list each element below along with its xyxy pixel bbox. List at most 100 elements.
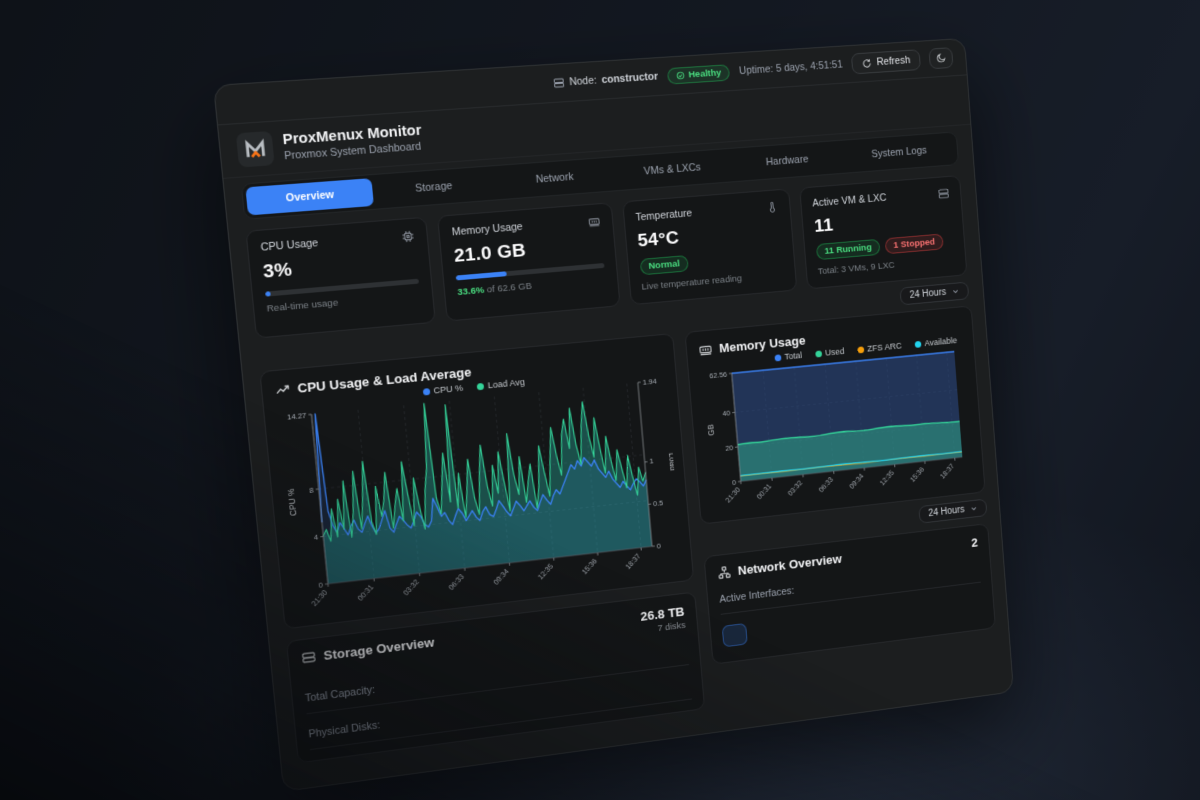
refresh-label: Refresh [876,54,911,69]
active-vm-lxc-card: Active VM & LXC 11 11 Running 1 Stopped … [798,175,968,290]
check-circle-icon [676,70,685,79]
proxmenux-dashboard-window: Node: constructor Healthy Uptime: 5 days… [213,37,1014,792]
tab-system-logs[interactable]: System Logs [871,144,928,161]
server-stack-icon [937,187,950,200]
node-value: constructor [601,70,659,87]
storage-title: Storage Overview [322,634,435,663]
time-range-select-bottom[interactable]: 24 Hours [918,498,988,524]
memory-card-title: Memory Usage [451,220,524,239]
network-interface-chip [721,622,748,648]
memory-usage-card: Memory Usage 21.0 GB 33.6% of 62.6 GB [437,202,621,322]
health-label: Healthy [688,67,722,80]
header-titles: ProxMenux Monitor Proxmox System Dashboa… [282,123,423,162]
cpu-usage-card: CPU Usage 3% Real-time usage [245,216,437,339]
svg-text:06:33: 06:33 [447,572,466,592]
tab-vms-lxcs[interactable]: VMs & LXCs [643,161,702,178]
cpu-icon [401,230,415,244]
tab-storage[interactable]: Storage [414,180,453,195]
tab-network[interactable]: Network [535,171,575,186]
hard-drive-icon [300,649,317,665]
svg-text:09:34: 09:34 [848,472,866,491]
svg-text:40: 40 [722,409,731,418]
svg-text:14.27: 14.27 [287,411,307,421]
svg-text:4: 4 [314,533,320,542]
network-overview-card: Network Overview 2 Active Interfaces: [703,523,996,665]
svg-text:Load: Load [667,452,678,471]
cpu-load-chart-card: CPU Usage & Load Average CPU % Load Avg 0… [259,333,695,630]
uptime-text: Uptime: 5 days, 4:51:51 [738,58,844,78]
network-title: Network Overview [737,551,843,578]
temperature-card-title: Temperature [635,207,693,224]
proxmenux-logo [235,130,275,168]
memory-progress-fill [455,271,507,281]
time-range-select-top[interactable]: 24 Hours [899,281,970,306]
memory-caption-rest: of 62.6 GB [483,280,533,296]
svg-text:15:36: 15:36 [580,557,599,576]
legend-dot [814,350,822,358]
tab-hardware[interactable]: Hardware [765,153,809,169]
memory-icon [698,342,713,358]
cpu-value: 3% [262,259,294,283]
network-interfaces-count: 2 [970,535,979,550]
dashboard-content: Overview Storage Network VMs & LXCs Hard… [224,130,1011,765]
svg-text:18:37: 18:37 [939,462,956,480]
svg-text:CPU %: CPU % [286,488,298,516]
svg-text:21:30: 21:30 [310,588,330,608]
legend-dot [914,340,922,348]
svg-text:0.5: 0.5 [653,499,664,508]
storage-summary: 26.8 TB 7 disks [640,604,686,636]
memory-value: 21.0 GB [453,240,527,267]
thermometer-icon [765,201,778,214]
svg-text:12:35: 12:35 [536,562,555,581]
chevron-down-icon [970,504,979,513]
memory-caption-percent: 33.6% [456,284,485,298]
svg-text:21:30: 21:30 [724,485,742,504]
svg-text:20: 20 [725,444,734,453]
refresh-icon [862,57,873,68]
theme-toggle-button[interactable] [928,47,954,70]
time-range-bottom-label: 24 Hours [927,504,965,519]
svg-text:15:36: 15:36 [909,465,927,484]
svg-text:06:33: 06:33 [817,475,835,494]
svg-text:1: 1 [649,457,654,466]
vm-count-value: 11 [813,215,834,237]
chevron-down-icon [951,287,960,296]
legend-dot [857,346,864,354]
cpu-progress-fill [265,291,271,297]
temperature-status-badge: Normal [639,254,690,276]
health-badge: Healthy [666,63,731,85]
overview-columns: CPU Usage & Load Average CPU % Load Avg 0… [259,305,997,764]
legend-dot [774,354,782,362]
vms-running-badge: 11 Running [815,238,881,261]
svg-text:00:31: 00:31 [755,482,773,500]
node-label: Node: [568,74,598,89]
svg-text:0: 0 [732,478,737,487]
tab-overview[interactable]: Overview [245,178,374,216]
refresh-button[interactable]: Refresh [851,49,921,75]
svg-text:GB: GB [706,424,716,437]
svg-text:09:34: 09:34 [492,567,511,586]
cpu-load-chart: 0 4 8 14.27 0 0.5 1 1.94 21:30 00:31 03:32 06:33 09:… [286,377,678,608]
svg-text:03:32: 03:32 [402,578,421,597]
legend-dot [476,382,485,391]
temperature-card: Temperature 54°C Normal Live temperature… [621,188,798,306]
temperature-value: 54°C [636,227,680,252]
server-icon [552,77,565,89]
svg-text:12:35: 12:35 [878,468,896,487]
svg-text:0: 0 [318,580,324,589]
node-info: Node: constructor [552,71,658,89]
right-column: Memory Usage Total Used ZFS ARC Available 0… [684,305,996,665]
cpu-card-title: CPU Usage [260,237,319,254]
memory-icon [587,215,601,229]
svg-text:0: 0 [656,541,661,550]
trending-up-icon [274,382,291,398]
svg-text:18:37: 18:37 [624,552,642,571]
svg-text:62.56: 62.56 [709,370,728,380]
svg-text:03:32: 03:32 [786,479,804,497]
memory-chart: 0 20 40 62.56 21:30 00:31 03:32 06:33 09:34 12:35… [706,344,973,504]
svg-text:8: 8 [309,486,315,495]
svg-text:1.94: 1.94 [642,377,657,387]
vm-card-title: Active VM & LXC [811,192,887,210]
moon-icon [935,52,947,64]
